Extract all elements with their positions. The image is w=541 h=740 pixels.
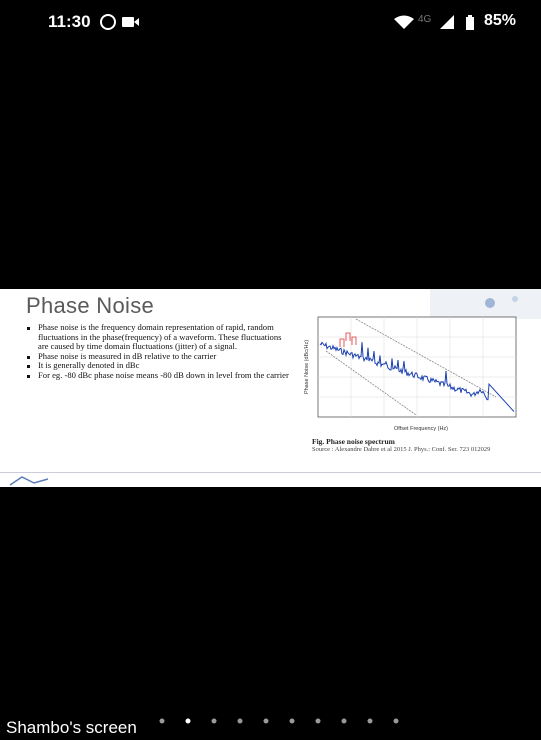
page-indicator bbox=[150, 716, 410, 726]
figure-source: Source : Alexandre Dabre et al 2015 J. P… bbox=[312, 446, 522, 454]
status-time: 11:30 bbox=[48, 12, 91, 32]
phase-noise-figure: Offset Frequency (Hz) Phase Noise (dBc/H… bbox=[296, 311, 526, 435]
screen-share-label: Shambo's screen bbox=[6, 718, 137, 738]
page-dot[interactable] bbox=[316, 719, 321, 724]
network-type: 4G bbox=[418, 14, 431, 25]
shared-slide: Phase Noise Phase noise is the frequency… bbox=[0, 289, 541, 487]
battery-level: 85% bbox=[484, 12, 516, 30]
page-dot[interactable] bbox=[342, 719, 347, 724]
page-dot[interactable] bbox=[264, 719, 269, 724]
bullet-list: Phase noise is the frequency domain repr… bbox=[24, 323, 294, 381]
bullet-item: Phase noise is the frequency domain repr… bbox=[24, 323, 294, 352]
footer-logo bbox=[8, 473, 68, 487]
page-dot[interactable] bbox=[394, 719, 399, 724]
page-dot[interactable] bbox=[290, 719, 295, 724]
page-dot[interactable] bbox=[212, 719, 217, 724]
wifi-icon bbox=[392, 14, 416, 30]
x-axis-label: Offset Frequency (Hz) bbox=[394, 426, 448, 432]
status-icons-left bbox=[100, 14, 140, 30]
screen: {"status_bar": {"time": "11:30", "networ… bbox=[0, 0, 541, 740]
slide-footer-line bbox=[0, 472, 541, 473]
y-axis-label: Phase Noise (dBc/Hz) bbox=[304, 340, 310, 394]
page-dot[interactable] bbox=[160, 719, 165, 724]
page-dot[interactable] bbox=[186, 719, 191, 724]
signal-battery bbox=[438, 14, 482, 30]
figure-caption: Fig. Phase noise spectrum bbox=[312, 437, 395, 446]
page-dot[interactable] bbox=[238, 719, 243, 724]
bullet-item: For eg. -80 dBc phase noise means -80 dB… bbox=[24, 371, 294, 381]
page-dot[interactable] bbox=[368, 719, 373, 724]
slide-title: Phase Noise bbox=[26, 293, 154, 319]
